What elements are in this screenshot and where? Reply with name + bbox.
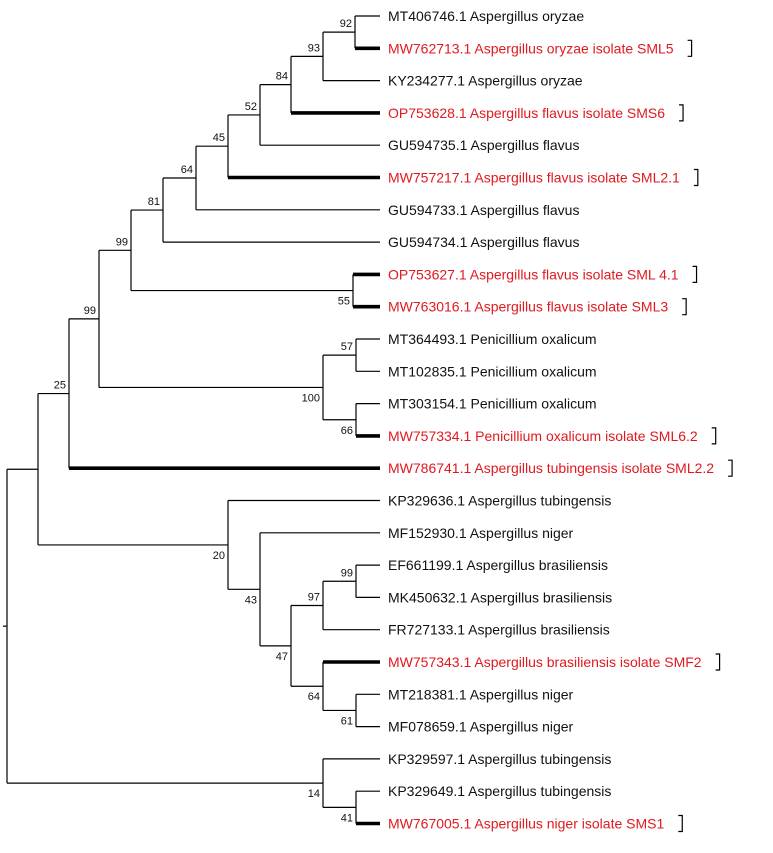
reference-label: MT218381.1 Aspergillus niger (388, 686, 574, 702)
reference-label: EF661199.1 Aspergillus brasiliensis (388, 557, 608, 573)
isolate-label: OP753627.1 Aspergillus flavus isolate SM… (388, 266, 679, 282)
bootstrap-value: 20 (213, 550, 225, 562)
bootstrap-value: 81 (148, 196, 160, 208)
bootstrap-value: 14 (308, 788, 320, 800)
bootstrap-value: 57 (341, 341, 353, 353)
reference-label: MT102835.1 Penicillium oxalicum (388, 363, 597, 379)
tree-branches (3, 15, 380, 826)
bootstrap-value: 45 (213, 132, 225, 144)
isolate-bracket (728, 459, 733, 477)
reference-label: MK450632.1 Aspergillus brasiliensis (388, 589, 612, 605)
reference-label: MF078659.1 Aspergillus niger (388, 719, 574, 735)
leaf-labels: MT406746.1 Aspergillus oryzae MW762713.1 … (388, 8, 714, 832)
bootstrap-value: 41 (341, 812, 353, 824)
isolate-bracket (682, 298, 687, 316)
isolate-label: MW786741.1 Aspergillus tubingensis isola… (388, 460, 714, 476)
bootstrap-value: 25 (54, 380, 66, 392)
isolate-label: MW757217.1 Aspergillus flavus isolate SM… (388, 170, 680, 186)
bootstrap-value: 92 (340, 18, 352, 30)
isolate-brackets (678, 39, 733, 833)
bootstrap-value: 93 (308, 42, 320, 54)
isolate-bracket (693, 168, 699, 187)
bootstrap-value: 64 (181, 164, 193, 176)
reference-label: GU594735.1 Aspergillus flavus (388, 137, 579, 153)
isolate-bracket (679, 104, 684, 122)
reference-label: KP329636.1 Aspergillus tubingensis (388, 493, 611, 509)
isolate-label: MW762713.1 Aspergillus oryzae isolate SM… (388, 40, 674, 56)
isolate-bracket (715, 653, 721, 671)
isolate-bracket (692, 265, 698, 283)
reference-label: MT406746.1 Aspergillus oryzae (388, 8, 584, 24)
isolate-bracket (687, 39, 693, 57)
reference-label: MT303154.1 Penicillium oxalicum (388, 396, 597, 412)
bootstrap-labels: 92 93 84 52 45 64 81 99 55 57 100 66 99 25 99 97 61 64 47 4… (54, 18, 353, 824)
bootstrap-value: 47 (276, 651, 288, 663)
bootstrap-value: 84 (276, 71, 288, 83)
reference-label: MT364493.1 Penicillium oxalicum (388, 331, 597, 347)
reference-label: KP329649.1 Aspergillus tubingensis (388, 783, 611, 799)
bootstrap-value: 99 (341, 567, 353, 579)
bootstrap-value: 97 (308, 591, 320, 603)
reference-label: GU594733.1 Aspergillus flavus (388, 202, 579, 218)
reference-label: KY234277.1 Aspergillus oryzae (388, 73, 583, 89)
isolate-label: OP753628.1 Aspergillus flavus isolate SM… (388, 105, 665, 121)
bootstrap-value: 66 (341, 425, 353, 437)
isolate-bracket (678, 814, 683, 833)
isolate-label: MW757334.1 Penicillium oxalicum isolate … (388, 428, 698, 444)
bootstrap-value: 100 (302, 392, 320, 404)
bootstrap-value: 64 (308, 691, 320, 703)
isolate-bracket (711, 427, 717, 445)
isolate-label: MW757343.1 Aspergillus brasiliensis isol… (388, 654, 702, 670)
bootstrap-value: 61 (341, 715, 353, 727)
reference-label: KP329597.1 Aspergillus tubingensis (388, 751, 611, 767)
bootstrap-value: 99 (84, 305, 96, 317)
isolate-label: MW767005.1 Aspergillus niger isolate SMS… (388, 816, 664, 832)
bootstrap-value: 55 (338, 296, 350, 308)
bootstrap-value: 52 (245, 101, 257, 113)
isolate-label: MW763016.1 Aspergillus flavus isolate SM… (388, 299, 668, 315)
reference-label: FR727133.1 Aspergillus brasiliensis (388, 622, 610, 638)
reference-label: GU594734.1 Aspergillus flavus (388, 234, 579, 250)
bootstrap-value: 43 (245, 594, 257, 606)
reference-label: MF152930.1 Aspergillus niger (388, 525, 574, 541)
bootstrap-value: 99 (116, 236, 128, 248)
